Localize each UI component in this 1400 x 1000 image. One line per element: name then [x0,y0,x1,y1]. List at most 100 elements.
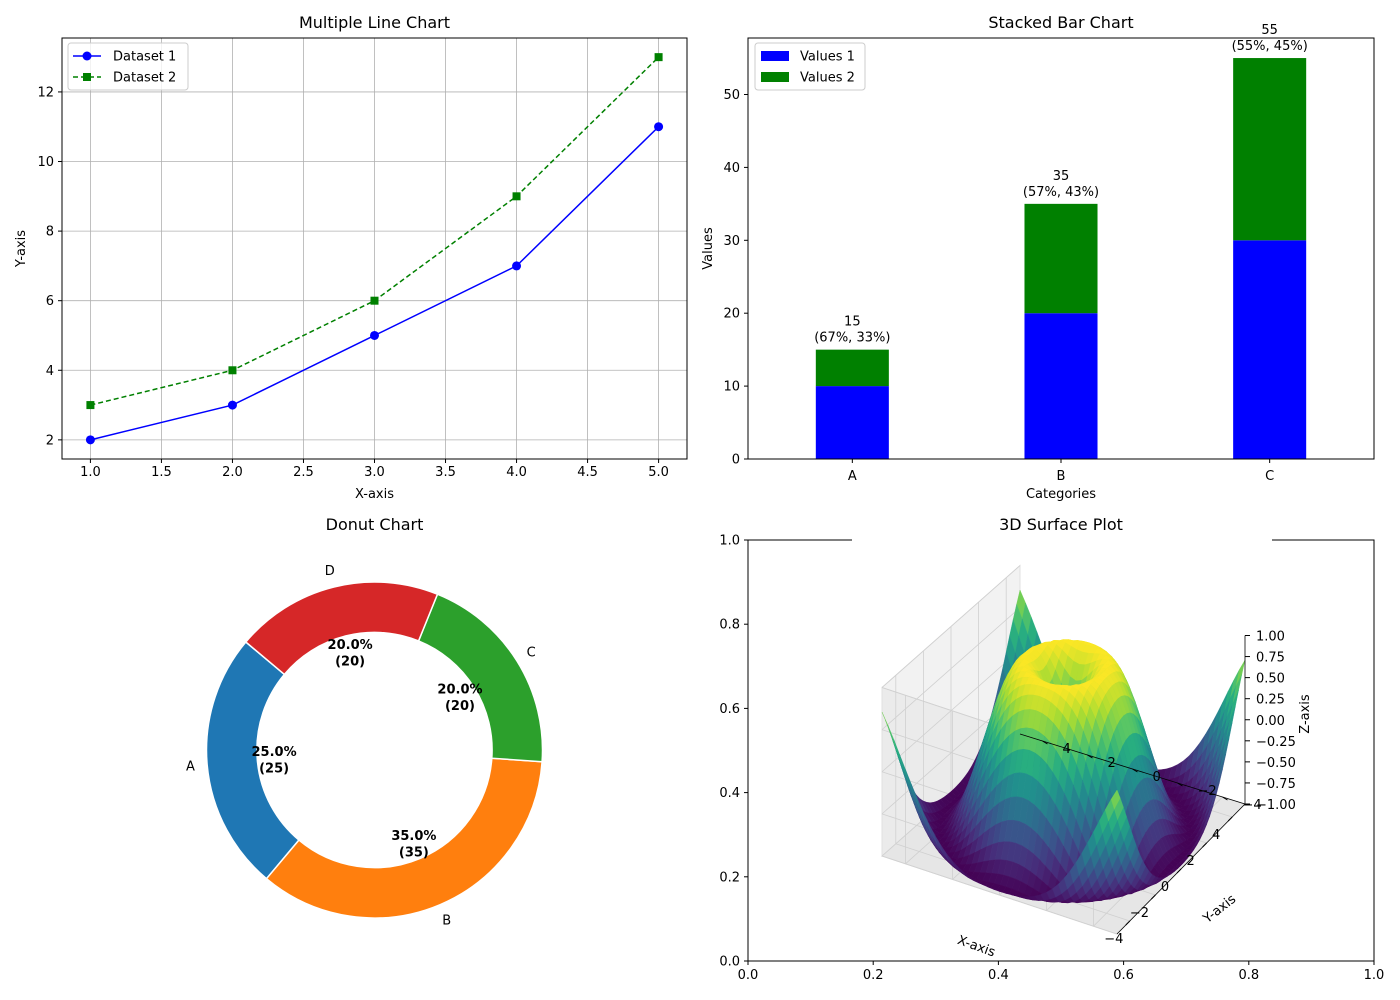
surface-z-tick-label: 0.00 [1256,714,1285,729]
surface-y-tick-label: −4 [1243,798,1262,813]
data-point-series-1 [654,122,664,132]
donut-slice-label: B [442,914,451,929]
surface-z-tick-label: −0.75 [1256,777,1296,792]
surface-frame-x-tick-label: 0.2 [863,968,884,983]
bar-C-series-2 [1233,58,1307,241]
donut-percent-label: 20.0% [328,638,373,653]
surface-x-tick-label: 0 [1161,880,1169,895]
legend-label-values-1: Values 1 [800,50,855,65]
line-chart-x-tick-label: 2.0 [222,465,243,480]
donut-slice-b [265,757,543,919]
surface-frame-x-tick-label: 0.8 [1238,968,1259,983]
data-point-series-1 [512,261,522,271]
surface-plot-title: 3D Surface Plot [999,515,1123,534]
donut-percent-label: 25.0% [252,745,297,760]
donut-chart-title: Donut Chart [326,515,424,534]
surface-pane-gridline [881,565,1021,688]
bar-C-series-1 [1233,240,1307,459]
line-chart-y-label: Y-axis [14,230,29,268]
legend-swatch-values-1 [761,51,789,61]
surface-x-tick-label: 2 [1186,854,1194,869]
line-chart-x-tick-label: 2.5 [293,465,314,480]
bar-chart-x-tick-label: C [1265,469,1274,484]
bar-B-series-2 [1024,203,1098,314]
surface-frame-gap [852,538,1272,542]
surface-facet [1110,789,1121,810]
bar-share-label: (57%, 43%) [1023,185,1099,200]
data-point-series-2 [512,192,521,201]
bar-chart-x-tick-label: A [848,469,857,484]
surface-x-tick-mark [1151,894,1156,900]
line-chart-y-tick-label: 2 [46,433,54,448]
bar-chart-y-tick-label: 30 [723,234,740,249]
donut-chart-panel: Donut Chart A25.0%(25)B35.0%(35)C20.0%(2… [186,515,544,929]
data-point-series-1 [227,400,237,410]
bar-chart-y-tick-label: 40 [723,161,740,176]
bar-B-series-1 [1024,313,1098,459]
line-chart-grid [62,38,687,459]
legend-marker-dataset-2 [83,73,91,81]
surface-frame-y-tick-label: 1.0 [719,534,740,549]
surface-frame-x-tick-label: 0.0 [738,968,759,983]
bar-chart-x-ticks: A B C [848,459,1274,484]
data-point-series-1 [370,330,379,340]
surface-mesh [881,589,1246,904]
bar-total-label: 35 [1053,169,1070,184]
surface-y-tick-mark [1222,796,1228,801]
line-chart-x-tick-label: 3.0 [364,465,385,480]
surface-frame-x-tick-label: 0.4 [988,968,1009,983]
surface-x-tick-label: −4 [1104,932,1123,947]
surface-z-tick-label: 1.00 [1256,630,1285,645]
legend-marker-dataset-1 [82,51,92,61]
line-chart-title: Multiple Line Chart [299,13,450,32]
surface-x-tick-label: −2 [1130,906,1149,921]
line-chart-panel: Multiple Line Chart 1.0 1.5 2.0 2.5 3.0 3.5 4.… [14,13,688,502]
line-chart-x-label: X-axis [355,487,394,502]
donut-slice-label: D [325,564,335,579]
bar-chart-y-tick-label: 20 [723,307,740,322]
line-chart-y-tick-label: 4 [46,364,54,379]
data-point-series-2 [370,296,379,305]
surface-frame-y-tick-label: 0.8 [719,618,740,633]
line-chart-y-tick-label: 8 [46,225,54,240]
bar-A-series-2 [815,349,889,387]
surface-z-tick-label: 0.50 [1256,672,1285,687]
surface-x-tick-mark [1227,816,1233,822]
line-chart-y-tick-label: 6 [46,294,54,309]
data-point-series-2 [228,366,237,375]
surface-z-label: Z-axis [1298,694,1313,734]
surface-frame-y-tick-label: 0.6 [719,702,740,717]
surface-z-tick-label: −0.50 [1256,756,1296,771]
bar-chart-y-tick-label: 50 [723,88,740,103]
surface-z-tick-label: 0.75 [1256,651,1285,666]
bar-share-label: (55%, 45%) [1232,39,1308,54]
surface-y-tick-label: 2 [1108,756,1116,771]
data-point-series-2 [654,53,663,62]
bar-chart-x-tick-label: B [1057,469,1066,484]
surface-axes: −4 −2 0 2 4 −4 −2 0 2 4 −1.00 −0.75 −0.50 −0.25 0.00 0.… [1019,630,1296,947]
legend-label-values-2: Values 2 [800,71,855,86]
surface-plot-panel: 3D Surface Plot 0.0 0.2 0.4 0.6 0.8 1.0 0.0 0.2… [719,515,1384,983]
surface-y-tick-label: 0 [1153,770,1161,785]
surface-y-tick-label: 4 [1063,742,1071,757]
surface-y-tick-label: −2 [1198,784,1217,799]
donut-count-label: (35) [399,845,429,860]
line-chart-x-tick-label: 1.5 [151,465,172,480]
line-chart-legend: Dataset 1 Dataset 2 [67,42,189,91]
donut-slice-label: C [527,646,536,661]
donut-slice-c [417,593,544,763]
bar-chart-legend: Values 1 Values 2 [754,42,866,91]
bar-chart-bars [815,58,1307,459]
surface-pane-gridline [881,855,1118,935]
donut-percent-label: 20.0% [437,683,482,698]
surface-z-tick-label: −1.00 [1256,798,1296,813]
line-chart-x-ticks: 1.0 1.5 2.0 2.5 3.0 3.5 4.0 4.5 5.0 [80,459,669,480]
surface-frame-x-tick-label: 0.6 [1113,968,1134,983]
donut-wedges [205,581,544,919]
donut-count-label: (20) [445,699,475,714]
line-chart-legend-box [67,42,189,91]
bar-chart-x-label: Categories [1026,487,1096,502]
surface-frame-y-tick-label: 0.4 [719,786,740,801]
line-chart-series [85,53,664,445]
